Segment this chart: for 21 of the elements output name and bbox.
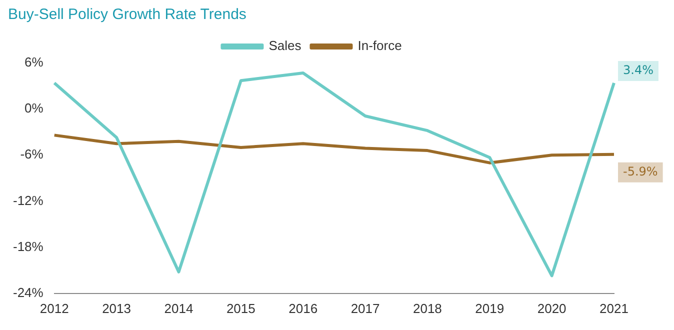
x-tick-label: 2018 (412, 300, 442, 316)
data-label: 3.4% (623, 63, 654, 78)
x-tick-label: 2014 (164, 300, 194, 316)
chart-title: Buy-Sell Policy Growth Rate Trends (8, 6, 246, 23)
x-tick-label: 2021 (600, 300, 628, 316)
x-tick-label: 2017 (350, 300, 380, 316)
x-tick-label: 2016 (288, 300, 318, 316)
legend-label: Sales (268, 38, 302, 54)
data-label: -5.9% (623, 164, 658, 179)
y-tick-label: -12% (12, 192, 44, 208)
x-tick-label: 2020 (537, 300, 566, 316)
y-tick-label: -6% (20, 146, 44, 162)
x-tick-label: 2015 (226, 300, 256, 316)
x-tick-label: 2012 (40, 300, 69, 316)
y-tick-label: -24% (12, 284, 44, 300)
y-tick-label: -18% (12, 238, 44, 254)
x-tick-label: 2019 (475, 300, 504, 316)
x-tick-label: 2013 (102, 300, 131, 316)
y-tick-label: 6% (24, 54, 44, 70)
y-tick-label: 0% (24, 100, 44, 116)
legend-label: In-force (358, 38, 402, 54)
